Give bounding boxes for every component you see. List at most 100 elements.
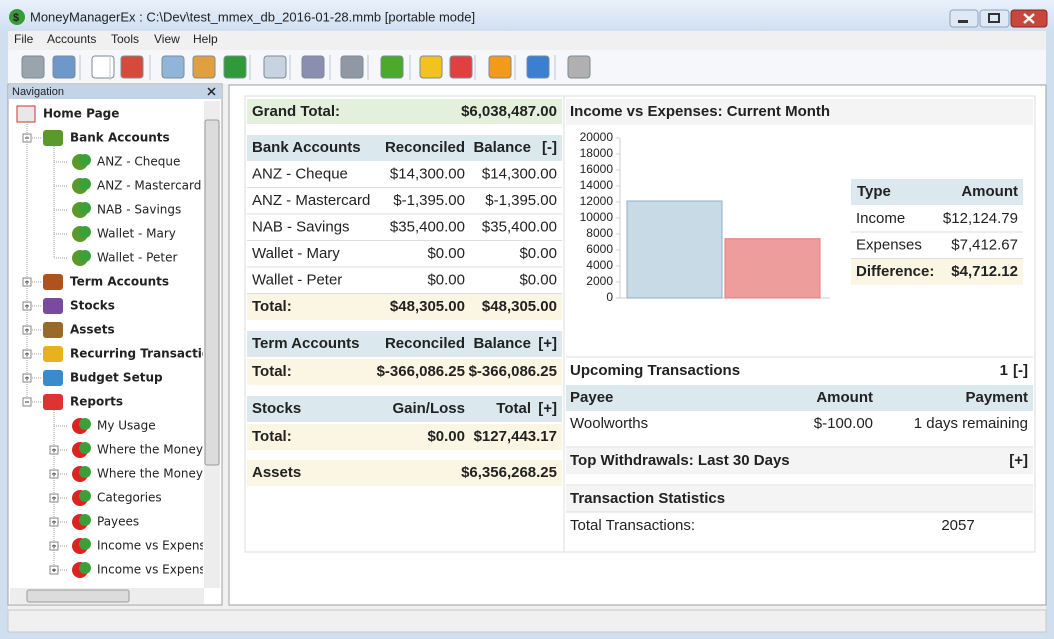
toggle[interactable]: [+]	[538, 335, 557, 352]
toolbar-button[interactable]	[223, 55, 247, 79]
navigation-title: Navigation	[12, 86, 64, 98]
cell-text: $0.00	[427, 245, 465, 262]
y-tick-label: 8000	[586, 226, 613, 240]
tree-item[interactable]: Payees	[97, 515, 139, 529]
cell-text: 1 days remaining	[914, 415, 1028, 432]
scroll-thumb[interactable]	[204, 119, 220, 466]
account-link[interactable]: ANZ - Cheque	[252, 165, 348, 182]
section-title: Top Withdrawals: Last 30 Days	[570, 452, 790, 469]
minimize-button[interactable]	[949, 9, 979, 28]
toolbar-button[interactable]	[21, 55, 45, 79]
tree-icon-accent	[79, 178, 91, 190]
toolbar-button[interactable]	[567, 55, 591, 79]
cell-text: Difference:	[856, 263, 934, 280]
tree-item[interactable]: ANZ - Mastercard	[97, 179, 201, 193]
window-title: MoneyManagerEx : C:\Dev\test_mmex_db_201…	[30, 9, 475, 24]
tree-icon	[43, 274, 63, 290]
toolbar-button[interactable]	[340, 55, 364, 79]
tree-icon	[43, 130, 63, 146]
tree-icon	[43, 346, 63, 362]
tree-icon-accent	[79, 562, 91, 574]
tree-icon	[16, 105, 36, 123]
section-header	[566, 448, 1033, 474]
toggle[interactable]: [+]	[1009, 452, 1028, 469]
menu-item[interactable]: Help	[193, 32, 218, 46]
app-icon-glyph: $	[13, 12, 19, 24]
account-link[interactable]: NAB - Savings	[252, 218, 350, 235]
tree-icon-accent	[79, 466, 91, 478]
section-title[interactable]: Upcoming Transactions	[570, 362, 740, 379]
tree-item[interactable]: Wallet - Peter	[97, 251, 177, 265]
menu-item[interactable]: File	[14, 32, 34, 46]
column-header: Balance	[473, 335, 531, 352]
toolbar-button[interactable]	[192, 55, 216, 79]
y-tick-label: 14000	[580, 178, 614, 192]
tree-item[interactable]: Assets	[70, 323, 115, 337]
tree-item[interactable]: Wallet - Mary	[97, 227, 176, 241]
toolbar-button[interactable]	[449, 55, 473, 79]
navigation-close[interactable]	[207, 87, 216, 96]
tree-item[interactable]: Stocks	[70, 299, 115, 313]
column-header: Amount	[961, 183, 1018, 200]
cell-text: Expenses	[856, 236, 922, 253]
tree-item[interactable]: NAB - Savings	[97, 203, 181, 217]
tree-icon-accent	[79, 250, 91, 262]
cell-text: $14,300.00	[482, 165, 557, 182]
tree-item[interactable]: My Usage	[97, 419, 156, 433]
toolbar-button[interactable]	[526, 55, 550, 79]
toolbar-button[interactable]	[488, 55, 512, 79]
toolbar-button[interactable]	[91, 55, 115, 79]
menu-item[interactable]: Tools	[111, 32, 139, 46]
tree-item[interactable]: Where the Money C	[97, 467, 215, 481]
total-row	[851, 259, 1023, 285]
restore-button[interactable]	[979, 9, 1010, 28]
tree-item[interactable]: Budget Setup	[70, 371, 163, 385]
cell-text: $4,712.12	[951, 263, 1018, 280]
y-tick-label: 20000	[580, 130, 614, 144]
navigation-header	[9, 85, 221, 99]
cell-text: $48,305.00	[482, 298, 557, 315]
row-background	[247, 99, 562, 124]
tree-icon	[43, 322, 63, 338]
tree-item[interactable]: Categories	[97, 491, 162, 505]
account-link[interactable]: ANZ - Mastercard	[252, 192, 370, 209]
tree-icon	[43, 298, 63, 314]
toolbar-icons	[21, 55, 591, 80]
toolbar-button[interactable]	[120, 55, 144, 79]
tree-item[interactable]: Bank Accounts	[70, 131, 170, 145]
toolbar-button[interactable]	[161, 55, 185, 79]
total-row	[247, 424, 562, 450]
toolbar-button[interactable]	[419, 55, 443, 79]
tree-icon-accent	[79, 154, 91, 166]
toolbar-button[interactable]	[52, 55, 76, 79]
hscroll-thumb[interactable]	[26, 589, 130, 603]
tree-item[interactable]: Home Page	[43, 107, 119, 121]
tree-item[interactable]: Reports	[70, 395, 123, 409]
tree-item[interactable]: Income vs Expenses	[97, 539, 219, 553]
tree-item[interactable]: Where the Money G	[97, 443, 216, 457]
tree-item[interactable]: Income vs Expenses	[97, 563, 219, 577]
toolbar-button[interactable]	[301, 55, 325, 79]
toolbar-button[interactable]	[380, 55, 404, 79]
toggle[interactable]: [-]	[1013, 362, 1028, 379]
assets-link[interactable]: Assets	[252, 464, 301, 481]
toggle[interactable]: [-]	[542, 139, 557, 156]
account-link[interactable]: Wallet - Mary	[252, 245, 340, 262]
tree-item[interactable]: Term Accounts	[70, 275, 169, 289]
toolbar-button[interactable]	[263, 55, 287, 79]
cell-text: $6,038,487.00	[461, 103, 557, 120]
account-link[interactable]: Wallet - Peter	[252, 271, 342, 288]
cell-text: Total:	[252, 363, 292, 380]
toggle[interactable]: [+]	[538, 400, 557, 417]
tree-icon	[43, 394, 63, 410]
table-header	[247, 331, 562, 357]
cell-text: Grand Total:	[252, 103, 340, 120]
cell-text: 2057	[941, 517, 974, 534]
menu-item[interactable]: View	[154, 32, 180, 46]
tree-item[interactable]: ANZ - Cheque	[97, 155, 180, 169]
menu-item[interactable]: Accounts	[47, 32, 96, 46]
table-header	[566, 385, 1033, 411]
column-header: Gain/Loss	[392, 400, 465, 417]
tree-item[interactable]: Recurring Transactions	[70, 347, 226, 361]
